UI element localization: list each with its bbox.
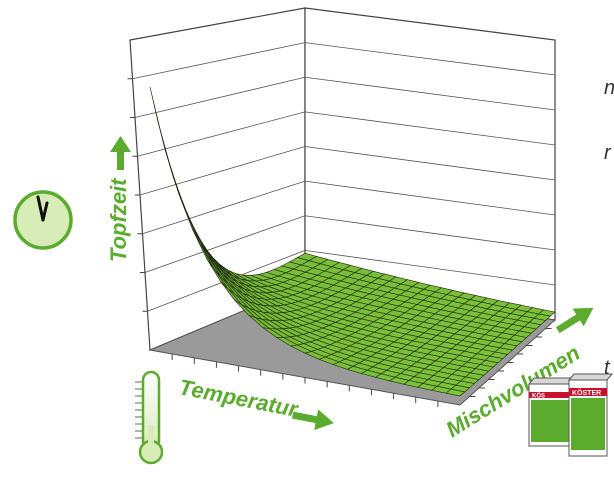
left-wall-gridline [134,76,306,118]
left-wall-grid [127,42,306,312]
z-axis-label: Topfzeit [106,177,131,262]
thermometer-ticks [135,381,142,439]
right-wall-gridline [304,180,556,216]
x-axis-label: Temperatur [177,374,301,422]
right-wall-grid [304,42,556,286]
product-brand: KÖSTER [572,388,601,397]
product-bucket-icon: KÖS KÖSTER [527,373,614,457]
product-brand-partial: KÖS [532,393,545,400]
right-wall-gridline [304,215,556,251]
left-wall-gridline [139,146,306,196]
right-wall-gridline [304,42,556,76]
back-walls [127,7,556,351]
z-axis-label-group: Topfzeit [106,136,131,262]
topfzeit-surface [149,86,556,397]
surface-cell [149,86,172,172]
z-axis-arrow [110,136,131,170]
clock-icon [13,190,73,250]
side-text-1: n [604,78,614,98]
left-wall-gridline [144,215,306,273]
side-text-3: t [604,357,610,379]
left-wall-gridline [132,42,306,80]
x-axis-label-group: Temperatur [177,374,334,430]
right-wall-gridline [304,146,556,181]
side-text-2: r [604,142,611,164]
right-wall-gridline [304,76,556,111]
left-wall-gridline [142,180,306,235]
floor-ticks [171,328,552,408]
right-wall-gridline [304,249,556,286]
x-axis-arrow [291,409,334,430]
thermometer-icon [135,370,164,465]
right-wall-gridline [304,111,556,146]
y-axis-arrow [555,307,594,334]
